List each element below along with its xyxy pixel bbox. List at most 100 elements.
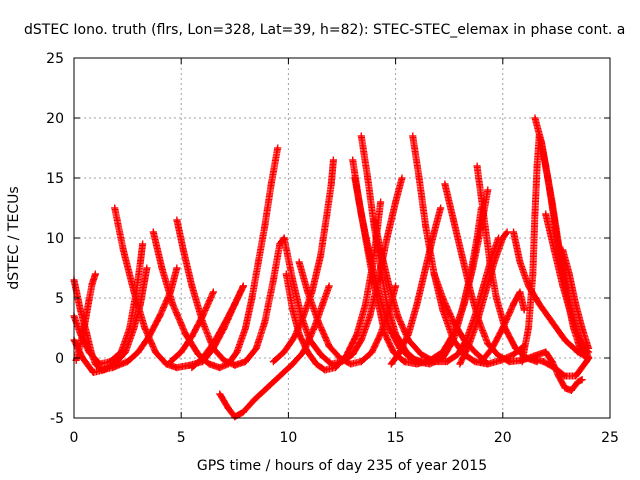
data-point: [458, 306, 466, 314]
data-point: [439, 294, 447, 302]
data-point: [368, 348, 376, 356]
data-point: [490, 258, 498, 266]
data-point: [561, 384, 569, 392]
data-point: [124, 358, 132, 366]
data-point: [548, 318, 556, 326]
data-point: [306, 336, 314, 344]
y-tick-label: 20: [46, 111, 64, 127]
data-point: [111, 204, 119, 212]
data-point: [173, 216, 181, 224]
data-point: [81, 320, 89, 328]
data-point: [239, 282, 247, 290]
data-point: [387, 360, 395, 368]
data-point: [572, 300, 580, 308]
x-tick-label: 15: [387, 430, 405, 446]
data-point: [310, 324, 318, 332]
x-tick-label: 10: [279, 430, 297, 446]
data-point: [216, 390, 224, 398]
data-point: [385, 324, 393, 332]
data-point: [439, 306, 447, 314]
data-point: [254, 258, 262, 266]
data-point: [314, 318, 322, 326]
data-point: [295, 258, 303, 266]
data-point: [357, 336, 365, 344]
data-point: [88, 280, 96, 288]
data-point: [400, 358, 408, 366]
data-point: [308, 288, 316, 296]
data-point: [529, 270, 537, 278]
series-19: [387, 204, 445, 368]
data-point: [151, 348, 159, 356]
data-point: [134, 348, 142, 356]
data-point: [280, 234, 288, 242]
data-point: [156, 312, 164, 320]
data-point: [362, 300, 370, 308]
data-point: [394, 312, 402, 320]
data-point: [233, 348, 241, 356]
data-point: [239, 408, 247, 416]
series-23: [456, 228, 511, 368]
data-point: [417, 350, 425, 358]
data-point: [231, 361, 239, 369]
x-tick-label: 20: [494, 430, 512, 446]
data-point: [332, 364, 340, 372]
data-point: [495, 352, 503, 360]
data-point: [381, 330, 389, 338]
data-point: [353, 330, 361, 338]
data-point: [96, 360, 104, 368]
data-point: [559, 246, 567, 254]
data-point: [389, 348, 397, 356]
data-point: [199, 312, 207, 320]
data-point: [248, 294, 256, 302]
data-point: [166, 358, 174, 366]
data-point: [550, 216, 558, 224]
data-point: [430, 228, 438, 236]
x-tick-label: 0: [70, 430, 79, 446]
data-point: [464, 342, 472, 350]
data-point: [342, 352, 350, 360]
data-point: [121, 348, 129, 356]
data-point: [357, 210, 365, 218]
data-point: [443, 358, 451, 366]
data-point: [224, 404, 232, 412]
data-point: [567, 386, 575, 394]
data-point: [385, 282, 393, 290]
data-point: [441, 180, 449, 188]
series-30: [527, 354, 593, 380]
chart-title: dSTEC Iono. truth (flrs, Lon=328, Lat=39…: [24, 22, 625, 38]
data-point: [136, 258, 144, 266]
data-point: [392, 282, 400, 290]
data-point: [276, 372, 284, 380]
data-point: [499, 234, 507, 242]
y-axis-label: dSTEC / TECUs: [6, 186, 22, 289]
data-point: [533, 162, 541, 170]
data-point: [209, 288, 217, 296]
data-point: [413, 300, 421, 308]
data-point: [544, 174, 552, 182]
data-point: [480, 210, 488, 218]
data-point: [499, 324, 507, 332]
data-point: [231, 300, 239, 308]
data-point: [565, 270, 573, 278]
data-point: [291, 332, 299, 340]
data-point: [289, 306, 297, 314]
series-6: [173, 216, 288, 369]
data-point: [304, 348, 312, 356]
data-point: [321, 366, 329, 374]
data-point: [188, 364, 196, 372]
data-point: [471, 348, 479, 356]
data-point: [449, 216, 457, 224]
data-point: [91, 270, 99, 278]
data-point: [488, 344, 496, 352]
data-point: [85, 296, 93, 304]
data-point: [531, 114, 539, 122]
data-point: [437, 204, 445, 212]
data-point: [347, 360, 355, 368]
data-point: [537, 138, 545, 146]
data-point: [454, 350, 462, 358]
data-point: [392, 198, 400, 206]
data-point: [139, 240, 147, 248]
data-point: [169, 300, 177, 308]
y-tick-label: -5: [50, 411, 64, 427]
data-point: [158, 264, 166, 272]
